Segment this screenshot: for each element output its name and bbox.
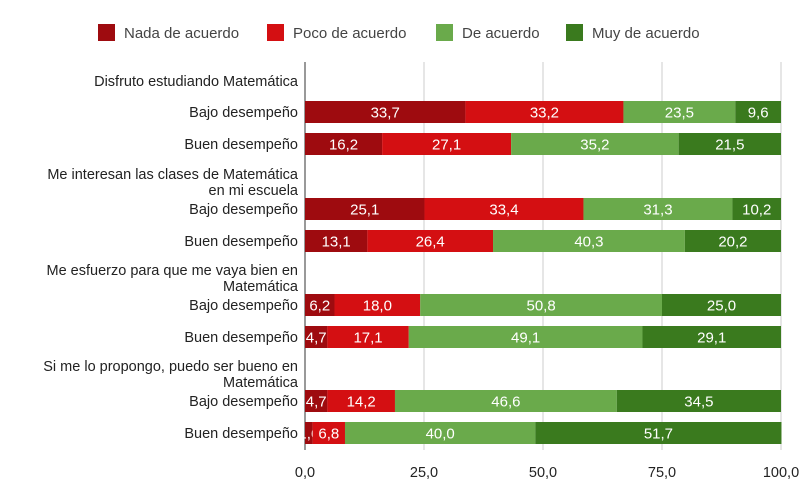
bar-segment	[334, 294, 421, 316]
bar-value-label: 23,5	[665, 105, 694, 122]
bar-value-label: 14,2	[347, 394, 376, 411]
group-title: Me interesan las clases de Matemática	[47, 167, 299, 183]
bar-segment	[305, 133, 383, 155]
bar-segment	[305, 294, 335, 316]
row-label: Buen desempeño	[184, 330, 298, 346]
x-tick-label: 25,0	[410, 465, 438, 481]
bar-value-label: 33,2	[530, 105, 559, 122]
legend-swatch	[267, 24, 284, 41]
bar-value-label: 21,5	[715, 137, 744, 154]
bars: 33,7 33,2 23,5 9,6 16,2 27,1 35,2 21,5 25,1 33,4 3…	[298, 101, 782, 444]
bar-value-label: 20,2	[718, 234, 747, 251]
bar-segment	[408, 326, 643, 348]
x-tick-label: 75,0	[648, 465, 676, 481]
bar-segment	[511, 133, 679, 155]
bar-value-label: 10,2	[742, 202, 771, 219]
bar-value-label: 26,4	[416, 234, 445, 251]
bar-value-label: 9,6	[748, 105, 769, 122]
bar-segment	[424, 198, 584, 220]
legend-label: De acuerdo	[462, 25, 540, 42]
legend-swatch	[98, 24, 115, 41]
legend-swatch	[566, 24, 583, 41]
bar-value-label: 13,1	[322, 234, 351, 251]
bar-segment	[305, 101, 466, 123]
category-labels: Disfruto estudiando Matemática Bajo desem…	[43, 74, 299, 442]
legend-label: Nada de acuerdo	[124, 25, 239, 42]
bar-segment	[583, 198, 733, 220]
group-title: Me esfuerzo para que me vaya bien en	[47, 263, 298, 279]
bar-value-label: 33,7	[371, 105, 400, 122]
bar-segment	[735, 101, 781, 123]
bar-segment	[642, 326, 781, 348]
bar-value-label: 6,2	[309, 298, 330, 315]
bar-value-label: 51,7	[644, 426, 673, 443]
bar-segment	[305, 198, 425, 220]
legend-label: Muy de acuerdo	[592, 25, 700, 42]
bar-value-label: 6,8	[318, 426, 339, 443]
bar-segment	[493, 230, 685, 252]
bar-segment	[327, 390, 395, 412]
group-title: en mi escuela	[209, 183, 299, 199]
row-label: Bajo desempeño	[189, 298, 298, 314]
x-axis: 0,0 25,0 50,0 75,0 100,0	[295, 465, 799, 481]
bar-value-label: 17,1	[353, 330, 382, 347]
group-title: Si me lo propongo, puedo ser bueno en	[43, 359, 298, 375]
x-tick-label: 100,0	[763, 465, 799, 481]
bar-segment	[394, 390, 617, 412]
bar-value-label: 25,1	[350, 202, 379, 219]
bar-segment	[623, 101, 736, 123]
row-label: Bajo desempeño	[189, 394, 298, 410]
bar-segment	[382, 133, 512, 155]
group-title: Disfruto estudiando Matemática	[94, 74, 299, 90]
x-tick-label: 50,0	[529, 465, 557, 481]
group-title: Matemática	[223, 279, 299, 295]
bar-segment	[344, 422, 536, 444]
bar-segment	[305, 326, 328, 348]
bar-segment	[312, 422, 345, 444]
bar-value-label: 18,0	[363, 298, 392, 315]
row-label: Buen desempeño	[184, 137, 298, 153]
bar-value-label: 40,0	[426, 426, 455, 443]
grid	[304, 62, 782, 450]
bar-segment	[305, 390, 328, 412]
bar-value-label: 34,5	[684, 394, 713, 411]
bar-segment	[305, 230, 368, 252]
bar-segment	[420, 294, 662, 316]
group-title: Matemática	[223, 375, 299, 391]
bar-value-label: 29,1	[697, 330, 726, 347]
bar-segment	[662, 294, 781, 316]
legend: Nada de acuerdo Poco de acuerdo De acuerdo…	[98, 24, 700, 42]
bar-segment	[535, 422, 782, 444]
bar-value-label: 4,7	[306, 330, 327, 347]
bar-segment	[465, 101, 624, 123]
legend-swatch	[436, 24, 453, 41]
bar-value-label: 31,3	[643, 202, 672, 219]
x-tick-label: 0,0	[295, 465, 315, 481]
bar-value-label: 35,2	[580, 137, 609, 154]
bar-value-label: 49,1	[511, 330, 540, 347]
row-label: Buen desempeño	[184, 426, 298, 442]
bar-value-label: 33,4	[489, 202, 518, 219]
bar-segment	[616, 390, 781, 412]
bar-value-label: 16,2	[329, 137, 358, 154]
row-label: Buen desempeño	[184, 234, 298, 250]
bar-segment	[327, 326, 409, 348]
row-label: Bajo desempeño	[189, 202, 298, 218]
bar-value-label: 27,1	[432, 137, 461, 154]
bar-segment	[684, 230, 781, 252]
row-label: Bajo desempeño	[189, 105, 298, 121]
bar-value-label: 4,7	[306, 394, 327, 411]
legend-label: Poco de acuerdo	[293, 25, 406, 42]
bar-segment	[305, 422, 313, 444]
bar-segment	[367, 230, 494, 252]
bar-value-label: 46,6	[491, 394, 520, 411]
bar-value-label: 40,3	[574, 234, 603, 251]
bar-segment	[678, 133, 781, 155]
bar-value-label: 25,0	[707, 298, 736, 315]
bar-value-label: 50,8	[526, 298, 555, 315]
bar-segment	[732, 198, 781, 220]
